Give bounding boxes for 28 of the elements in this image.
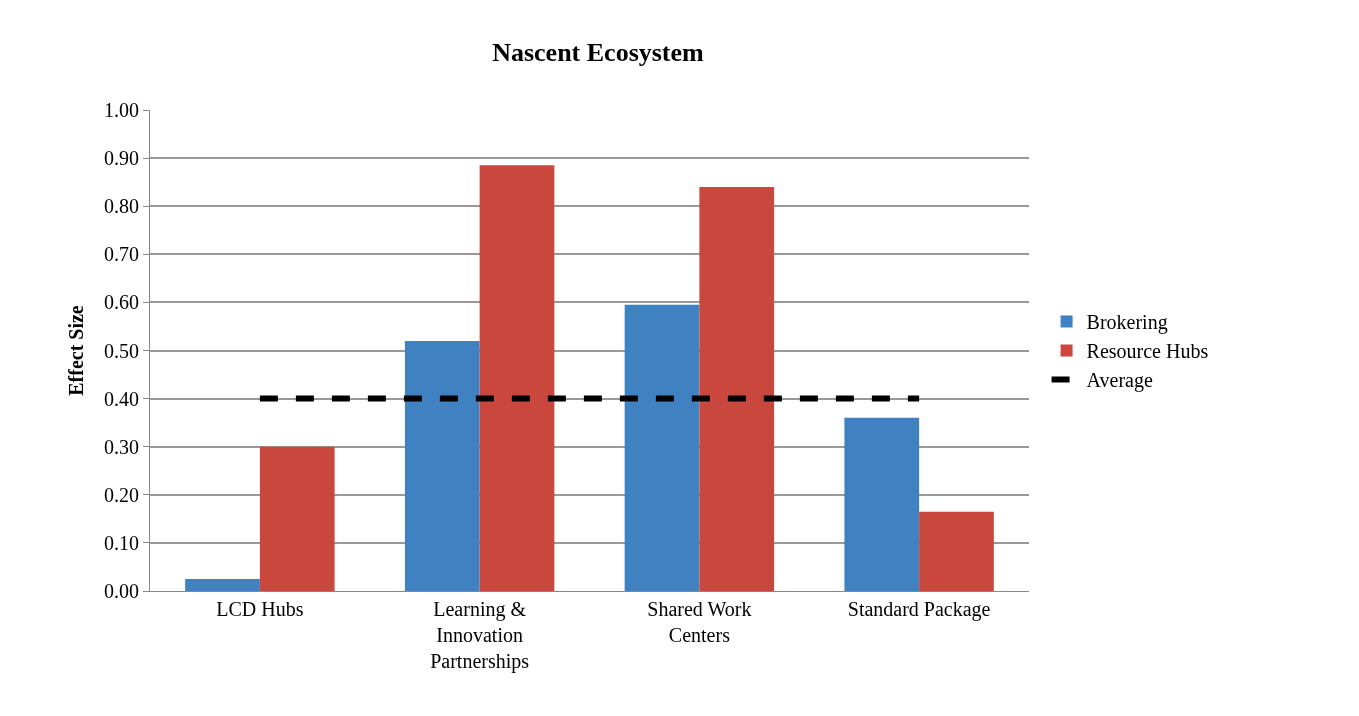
- bar: [844, 417, 920, 591]
- x-tick-label: Shared Work Centers: [647, 598, 752, 646]
- legend-label: Resource Hubs: [1086, 340, 1209, 363]
- legend-label: Brokering: [1086, 311, 1168, 335]
- bar: [185, 578, 260, 591]
- x-tick-label: Learning & Innovation Partnerships: [430, 598, 530, 673]
- bar: [479, 165, 555, 591]
- bar: [259, 446, 335, 591]
- y-tick-label: 0.40: [104, 387, 139, 410]
- chart-title: Nascent Ecosystem: [492, 38, 705, 68]
- x-tick-label: LCD Hubs: [216, 598, 304, 620]
- y-tick-label: 0.70: [104, 243, 139, 266]
- legend-label: Average: [1086, 369, 1153, 393]
- bar: [699, 186, 775, 591]
- y-tick-label: 0.80: [104, 195, 139, 218]
- y-tick-label: 0.00: [104, 580, 139, 602]
- y-tick-label: 1.00: [104, 99, 139, 121]
- bar: [919, 511, 994, 591]
- y-axis-title: Effect Size: [64, 305, 87, 396]
- y-tick-label: 0.90: [104, 147, 139, 170]
- x-tick-label: Standard Package: [847, 598, 991, 621]
- bar: [624, 304, 700, 591]
- y-tick-label: 0.10: [104, 531, 139, 554]
- y-tick-label: 0.20: [104, 483, 139, 506]
- y-tick-label: 0.50: [104, 339, 139, 362]
- y-tick-label: 0.60: [104, 291, 139, 314]
- y-tick-label: 0.30: [104, 435, 139, 458]
- bar: [404, 340, 480, 591]
